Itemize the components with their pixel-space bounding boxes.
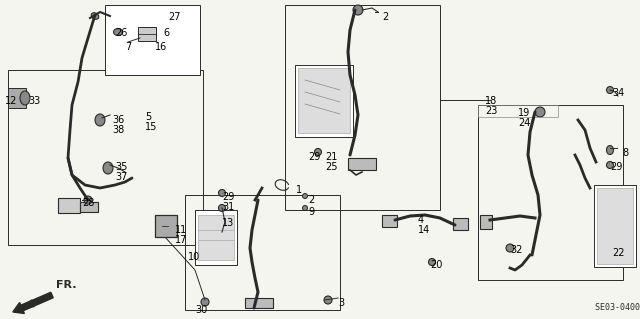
Bar (80, 202, 98, 212)
Ellipse shape (429, 258, 435, 265)
Ellipse shape (218, 189, 225, 197)
Bar (298, 68, 350, 133)
Text: 30: 30 (195, 305, 207, 315)
Text: 37: 37 (115, 172, 127, 182)
Ellipse shape (95, 114, 105, 126)
Ellipse shape (218, 204, 225, 211)
Text: 33: 33 (28, 96, 40, 106)
Text: 7: 7 (125, 42, 131, 52)
Text: 36: 36 (112, 115, 124, 125)
Ellipse shape (324, 296, 332, 304)
Text: 14: 14 (418, 225, 430, 235)
Text: 32: 32 (510, 245, 522, 255)
Text: 26: 26 (115, 28, 127, 38)
Bar (105, 5, 200, 75)
Text: 8: 8 (622, 148, 628, 158)
Text: 31: 31 (222, 202, 234, 212)
Ellipse shape (535, 107, 545, 117)
Text: 6: 6 (163, 28, 169, 38)
Ellipse shape (113, 28, 122, 35)
Text: 35: 35 (115, 162, 127, 172)
Text: 3: 3 (338, 298, 344, 308)
Text: 12: 12 (5, 96, 17, 106)
Text: 11: 11 (175, 225, 188, 235)
Ellipse shape (20, 91, 30, 105)
Ellipse shape (607, 86, 614, 93)
Text: 21: 21 (325, 152, 337, 162)
Ellipse shape (103, 162, 113, 174)
Bar (245, 298, 273, 308)
Bar (478, 105, 558, 117)
Text: 10: 10 (188, 252, 200, 262)
Bar (594, 185, 636, 267)
Ellipse shape (314, 149, 321, 155)
Bar (198, 215, 234, 260)
Ellipse shape (84, 196, 92, 204)
Text: 25: 25 (325, 162, 337, 172)
Bar (8, 88, 26, 108)
Text: 15: 15 (145, 122, 157, 132)
Text: SE03-04002 B: SE03-04002 B (595, 303, 640, 312)
Text: 5: 5 (145, 112, 151, 122)
Text: 29: 29 (222, 192, 234, 202)
Text: 34: 34 (612, 88, 624, 98)
Text: 4: 4 (418, 215, 424, 225)
Ellipse shape (506, 244, 514, 252)
Ellipse shape (607, 145, 614, 154)
Bar (597, 188, 633, 264)
Ellipse shape (303, 205, 307, 211)
Bar (478, 105, 623, 280)
Ellipse shape (201, 298, 209, 306)
Text: 9: 9 (308, 207, 314, 217)
Ellipse shape (353, 5, 363, 15)
Bar (285, 5, 440, 210)
Text: 29: 29 (308, 152, 321, 162)
Bar (138, 27, 156, 41)
Bar (58, 198, 80, 213)
Bar (348, 158, 376, 170)
Bar (195, 210, 237, 265)
Text: 28: 28 (82, 198, 94, 208)
Ellipse shape (303, 194, 307, 198)
Text: 2: 2 (382, 12, 388, 22)
FancyArrow shape (13, 292, 53, 314)
Text: FR.: FR. (56, 280, 77, 290)
Ellipse shape (607, 161, 614, 168)
Bar (453, 218, 468, 230)
Bar (382, 215, 397, 227)
Text: 1: 1 (296, 185, 302, 195)
Bar (8, 70, 203, 245)
Text: 22: 22 (612, 248, 625, 258)
Bar (185, 195, 340, 310)
Text: 13: 13 (222, 218, 234, 228)
Ellipse shape (92, 13, 99, 19)
Text: 2: 2 (308, 195, 314, 205)
Text: 27: 27 (168, 12, 180, 22)
Bar (155, 215, 177, 237)
Text: 24: 24 (518, 118, 531, 128)
Text: 20: 20 (430, 260, 442, 270)
Text: 19: 19 (518, 108, 531, 118)
Text: 16: 16 (155, 42, 167, 52)
Text: 23: 23 (485, 106, 497, 116)
Text: 29: 29 (610, 162, 622, 172)
Bar (295, 65, 353, 137)
Bar (480, 215, 492, 229)
Text: 17: 17 (175, 235, 188, 245)
Text: 18: 18 (485, 96, 497, 106)
Text: 38: 38 (112, 125, 124, 135)
